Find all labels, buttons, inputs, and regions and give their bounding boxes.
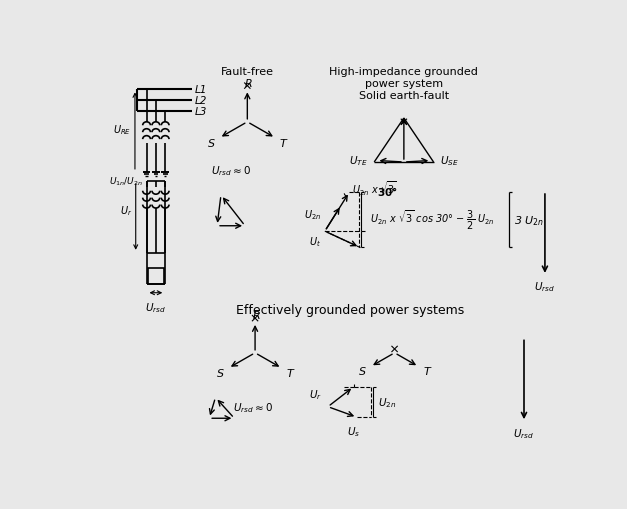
Text: R: R bbox=[245, 78, 253, 89]
Text: T: T bbox=[423, 366, 430, 377]
Text: $U_{SE}$: $U_{SE}$ bbox=[440, 154, 458, 168]
Text: $U_{2n}$ x $\sqrt{3}$ cos 30° $-$ $\dfrac{3}{2}$ $U_{2n}$: $U_{2n}$ x $\sqrt{3}$ cos 30° $-$ $\dfra… bbox=[371, 209, 495, 232]
Text: $U_{2n}$: $U_{2n}$ bbox=[378, 395, 396, 409]
Text: S: S bbox=[217, 368, 224, 378]
Text: 3 $U_{2n}$: 3 $U_{2n}$ bbox=[514, 213, 544, 227]
Text: T: T bbox=[287, 368, 293, 378]
Text: $U_{rsd}{\approx}0$: $U_{rsd}{\approx}0$ bbox=[233, 400, 272, 414]
Text: L2: L2 bbox=[194, 96, 207, 106]
Text: $U_{rsd}$: $U_{rsd}$ bbox=[514, 426, 534, 440]
Text: $U_s$: $U_s$ bbox=[347, 425, 360, 438]
Text: $U_{2n}$: $U_{2n}$ bbox=[303, 208, 321, 222]
Text: L3: L3 bbox=[194, 107, 207, 117]
Text: $U_r$: $U_r$ bbox=[308, 387, 322, 401]
Text: $U_{2n}$ x $\sqrt{3}$: $U_{2n}$ x $\sqrt{3}$ bbox=[352, 179, 396, 197]
Text: $U_{rsd}$: $U_{rsd}$ bbox=[145, 301, 166, 315]
Text: $U_{RE}$: $U_{RE}$ bbox=[113, 123, 131, 137]
Text: S: S bbox=[359, 366, 366, 377]
Text: L1: L1 bbox=[194, 86, 207, 95]
Text: $U_{TE}$: $U_{TE}$ bbox=[349, 154, 368, 168]
Text: S: S bbox=[208, 138, 215, 148]
Text: T: T bbox=[280, 138, 287, 148]
Text: $U_{rsd}$: $U_{rsd}$ bbox=[534, 280, 556, 294]
Text: $U_{1n}/U_{2n}$: $U_{1n}/U_{2n}$ bbox=[109, 175, 144, 187]
Text: Fault-free: Fault-free bbox=[221, 67, 274, 77]
Text: $U_r$: $U_r$ bbox=[120, 204, 132, 218]
Text: $U_t$: $U_t$ bbox=[309, 235, 321, 248]
FancyBboxPatch shape bbox=[148, 269, 164, 284]
Text: Effectively grounded power systems: Effectively grounded power systems bbox=[236, 303, 464, 316]
Text: $U_{rsd}{\approx}0$: $U_{rsd}{\approx}0$ bbox=[211, 164, 251, 178]
Text: High-impedance grounded
power system
Solid earth-fault: High-impedance grounded power system Sol… bbox=[329, 67, 478, 100]
Text: $\mathbf{30°}$: $\mathbf{30°}$ bbox=[377, 185, 398, 197]
Text: R: R bbox=[253, 310, 260, 321]
